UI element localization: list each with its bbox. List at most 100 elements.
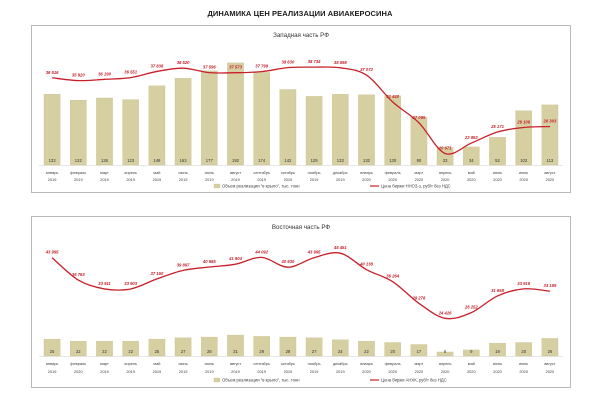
- x-tick-month: ноябрь: [308, 361, 321, 366]
- bar: [463, 349, 480, 357]
- bar: [515, 110, 532, 166]
- x-tick-year: 2019: [100, 177, 109, 182]
- legend-bar-swatch: [213, 183, 221, 189]
- bar: [358, 94, 375, 166]
- bar-value-label: 126: [101, 158, 109, 163]
- x-tick-month: март: [415, 170, 424, 175]
- bar: [279, 336, 297, 357]
- price-value-label: 40 985: [202, 259, 216, 264]
- x-tick-month: июль: [519, 170, 528, 175]
- bar: [305, 337, 323, 357]
- bar-value-label: 20: [521, 349, 526, 354]
- x-tick-year: 2020: [546, 177, 555, 182]
- x-tick-year: 2020: [467, 369, 476, 374]
- x-tick-year: 2019: [336, 177, 345, 182]
- x-tick-month: январь: [46, 170, 59, 175]
- price-value-label: 37 072: [360, 67, 373, 72]
- price-value-label: 22 852: [464, 135, 478, 140]
- legend-bar-swatch: [213, 377, 221, 383]
- bar-value-label: 163: [180, 158, 188, 163]
- bar-value-label: 122: [75, 158, 83, 163]
- price-value-label: 37 150: [150, 271, 163, 276]
- x-tick-year: 2019: [310, 177, 319, 182]
- bar: [201, 70, 218, 166]
- x-tick-month: июль: [519, 361, 528, 366]
- bar-value-label: 149: [153, 158, 161, 163]
- chart-panel-west: Западная часть РФ 133 122 126 123 149 163 177 19…: [31, 25, 571, 193]
- bar-value-label: 24: [338, 349, 343, 354]
- price-value-label: 33 903: [124, 281, 137, 286]
- x-tick-year: 2020: [546, 369, 555, 374]
- bar-value-label: 29: [259, 349, 264, 354]
- bar-value-label: 177: [206, 158, 214, 163]
- x-tick-year: 2019: [336, 369, 345, 374]
- bar: [96, 97, 113, 166]
- x-tick-month: январь: [46, 361, 59, 366]
- legend-bar-label: Объем реализации "в крыло", тыс. тонн: [222, 378, 300, 383]
- price-value-label: 38 734: [308, 59, 321, 64]
- x-tick-month: август: [230, 361, 241, 366]
- price-value-label: 25 171: [490, 124, 504, 129]
- x-tick-year: 2020: [493, 369, 502, 374]
- legend-line-label: Цена биржи АНХК, руб/т без НДС: [381, 378, 447, 383]
- bar-value-label: 130: [389, 158, 397, 163]
- bar-value-label: 192: [232, 158, 240, 163]
- x-tick-year: 2020: [441, 177, 450, 182]
- x-tick-year: 2019: [48, 369, 57, 374]
- bar-value-label: 22: [364, 349, 369, 354]
- x-tick-month: сентябрь: [253, 361, 270, 366]
- bar: [148, 85, 166, 166]
- price-value-label: 31 658: [491, 288, 504, 293]
- x-tick-year: 2019: [257, 369, 266, 374]
- bar-value-label: 113: [547, 158, 554, 163]
- bar: [489, 343, 506, 357]
- price-value-label: 24 426: [438, 310, 452, 315]
- chart-title: Восточная часть РФ: [272, 224, 330, 231]
- price-value-label: 38 630: [281, 60, 294, 65]
- x-tick-month: апрель: [439, 170, 452, 175]
- bar: [174, 337, 192, 357]
- bar: [463, 146, 480, 166]
- price-value-label: 31 440: [386, 94, 399, 99]
- x-tick-month: август: [544, 361, 555, 366]
- x-tick-year: 2019: [284, 177, 293, 182]
- x-tick-month: май: [468, 170, 475, 175]
- price-value-label: 37 573: [229, 65, 242, 70]
- x-tick-month: август: [544, 170, 555, 175]
- bar: [201, 336, 218, 357]
- x-tick-year: 2020: [519, 369, 528, 374]
- x-tick-month: январь: [360, 170, 373, 175]
- bar: [253, 336, 270, 357]
- price-value-label: 26 303: [542, 119, 556, 124]
- x-tick-year: 2020: [362, 369, 371, 374]
- x-tick-year: 2020: [362, 177, 371, 182]
- price-value-label: 37 799: [255, 64, 268, 69]
- bar: [227, 62, 244, 166]
- bar-value-label: 133: [337, 158, 345, 163]
- price-value-label: 33 919: [517, 281, 530, 286]
- price-value-label: 26 252: [464, 305, 478, 310]
- bar-value-label: 28: [207, 349, 212, 354]
- x-tick-year: 2020: [415, 369, 424, 374]
- price-value-label: 36 264: [386, 274, 399, 279]
- bar: [122, 99, 139, 166]
- bar: [436, 147, 454, 166]
- x-tick-year: 2020: [467, 177, 476, 182]
- chart-west: Западная часть РФ 133 122 126 123 149 163 177 19…: [39, 32, 563, 189]
- x-tick-year: 2019: [310, 369, 319, 374]
- bar-value-label: 90: [417, 158, 422, 163]
- bar: [70, 340, 87, 357]
- chart-panel-east: Восточная часть РФ 25 22 22 22 25 27 28 31 29 28 27…: [31, 216, 571, 388]
- x-tick-month: июнь: [493, 361, 502, 366]
- x-tick-year: 2020: [388, 177, 397, 182]
- x-tick-month: июнь: [493, 170, 502, 175]
- price-value-label: 41 904: [228, 256, 242, 261]
- bar: [541, 104, 559, 166]
- bar: [43, 338, 61, 357]
- bar-value-label: 20: [390, 349, 395, 354]
- x-tick-month: май: [468, 361, 475, 366]
- bar-value-label: 25: [50, 349, 55, 354]
- bar: [515, 342, 532, 357]
- x-tick-year: 2020: [74, 369, 83, 374]
- legend-bar-label: Объем реализации "в крыло", тыс. тонн: [222, 184, 300, 189]
